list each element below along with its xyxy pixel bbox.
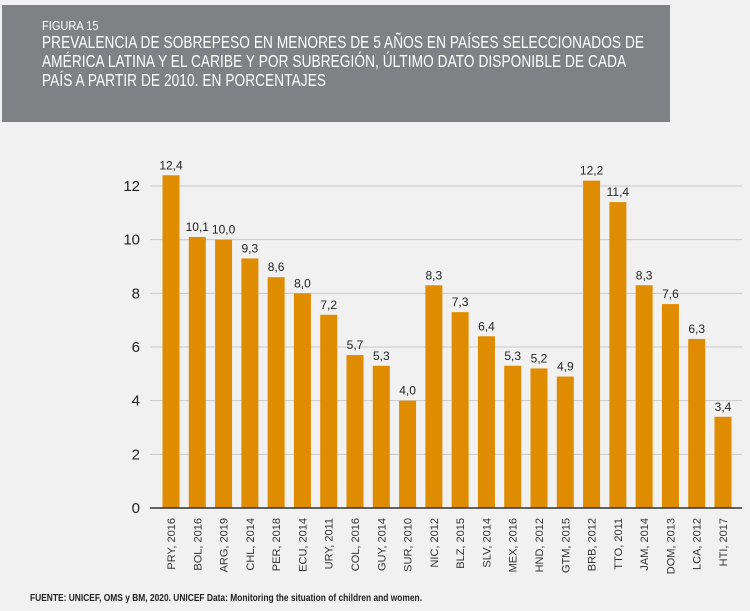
data-label: 5,3 xyxy=(373,349,390,363)
y-tick-label: 8 xyxy=(132,285,140,302)
figure-label: FIGURA 15 xyxy=(42,18,99,33)
bar xyxy=(346,355,364,508)
data-label: 7,6 xyxy=(662,287,679,301)
data-label: 10,1 xyxy=(186,220,210,234)
y-tick-label: 2 xyxy=(132,446,140,463)
y-tick-label: 12 xyxy=(123,178,140,195)
bar xyxy=(188,236,206,508)
bar xyxy=(267,277,285,508)
x-tick-label: SUR, 2010 xyxy=(403,518,415,572)
x-tick-label: JAM, 2014 xyxy=(639,518,651,571)
data-label: 8,3 xyxy=(426,268,443,282)
y-tick-label: 0 xyxy=(132,500,140,517)
data-label: 8,3 xyxy=(636,268,653,282)
bar xyxy=(530,368,548,508)
bar xyxy=(635,285,653,508)
x-tick-label: URY, 2011 xyxy=(324,518,336,569)
data-label: 7,3 xyxy=(452,295,469,309)
bar xyxy=(241,258,259,508)
x-tick-label: GTM, 2015 xyxy=(560,518,572,573)
x-tick-label: NIC, 2012 xyxy=(429,518,441,568)
x-tick-label: HTI, 2017 xyxy=(718,518,730,566)
x-tick-label: BOL, 2016 xyxy=(192,518,204,571)
x-tick-label: PRY, 2016 xyxy=(166,518,178,570)
x-tick-label: COL, 2016 xyxy=(350,518,362,571)
data-label: 6,4 xyxy=(478,319,495,333)
bar xyxy=(477,336,495,508)
data-label: 12,2 xyxy=(580,164,604,178)
x-tick-label: CHL, 2014 xyxy=(245,518,257,571)
bar xyxy=(714,416,732,508)
chart-title: PREVALENCIA DE SOBREPESO EN MENORES DE 5… xyxy=(42,32,645,90)
x-tick-label: DOM, 2013 xyxy=(665,518,677,574)
y-tick-label: 4 xyxy=(132,393,140,410)
x-tick-label: TTO, 2011 xyxy=(613,518,625,570)
title-box: FIGURA 15 PREVALENCIA DE SOBREPESO EN ME… xyxy=(2,5,670,122)
bar xyxy=(399,400,417,508)
bar xyxy=(162,175,180,508)
data-label: 12,4 xyxy=(159,158,183,172)
data-label: 4,9 xyxy=(557,360,574,374)
data-label: 5,2 xyxy=(531,351,548,365)
data-label: 4,0 xyxy=(399,384,416,398)
x-tick-label: LCA, 2012 xyxy=(692,518,704,570)
x-tick-label: MEX, 2016 xyxy=(508,518,520,572)
data-label: 5,7 xyxy=(347,338,364,352)
bar xyxy=(609,202,627,508)
bar xyxy=(661,304,679,508)
bar xyxy=(425,285,443,508)
bar xyxy=(451,312,469,508)
data-label: 11,4 xyxy=(607,185,630,199)
bar xyxy=(293,293,311,508)
data-label: 7,2 xyxy=(320,298,337,312)
y-tick-label: 10 xyxy=(123,232,140,249)
bar xyxy=(320,314,338,508)
data-label: 3,4 xyxy=(715,400,732,414)
bar xyxy=(583,180,601,508)
data-label: 6,3 xyxy=(688,322,705,336)
bar xyxy=(504,365,522,508)
x-tick-label: SLV, 2014 xyxy=(481,518,493,568)
data-label: 9,3 xyxy=(242,241,259,255)
bar xyxy=(688,338,706,508)
x-tick-label: HND, 2012 xyxy=(534,518,546,572)
x-tick-label: BLZ, 2015 xyxy=(455,518,467,569)
data-label: 8,0 xyxy=(294,276,311,290)
data-label: 10,0 xyxy=(212,223,236,237)
y-tick-label: 6 xyxy=(132,339,140,356)
x-tick-label: GUY, 2014 xyxy=(376,518,388,571)
x-tick-label: ARG, 2019 xyxy=(219,518,231,572)
data-label: 5,3 xyxy=(504,349,521,363)
x-tick-label: ECU, 2014 xyxy=(297,518,309,572)
x-tick-label: BRB, 2012 xyxy=(587,518,599,571)
bar xyxy=(372,365,390,508)
x-tick-label: PER, 2018 xyxy=(271,518,283,571)
bar xyxy=(556,376,574,508)
source-note: FUENTE: UNICEF, OMS y BM, 2020. UNICEF D… xyxy=(30,592,423,604)
bar xyxy=(215,239,233,508)
data-label: 8,6 xyxy=(268,260,285,274)
